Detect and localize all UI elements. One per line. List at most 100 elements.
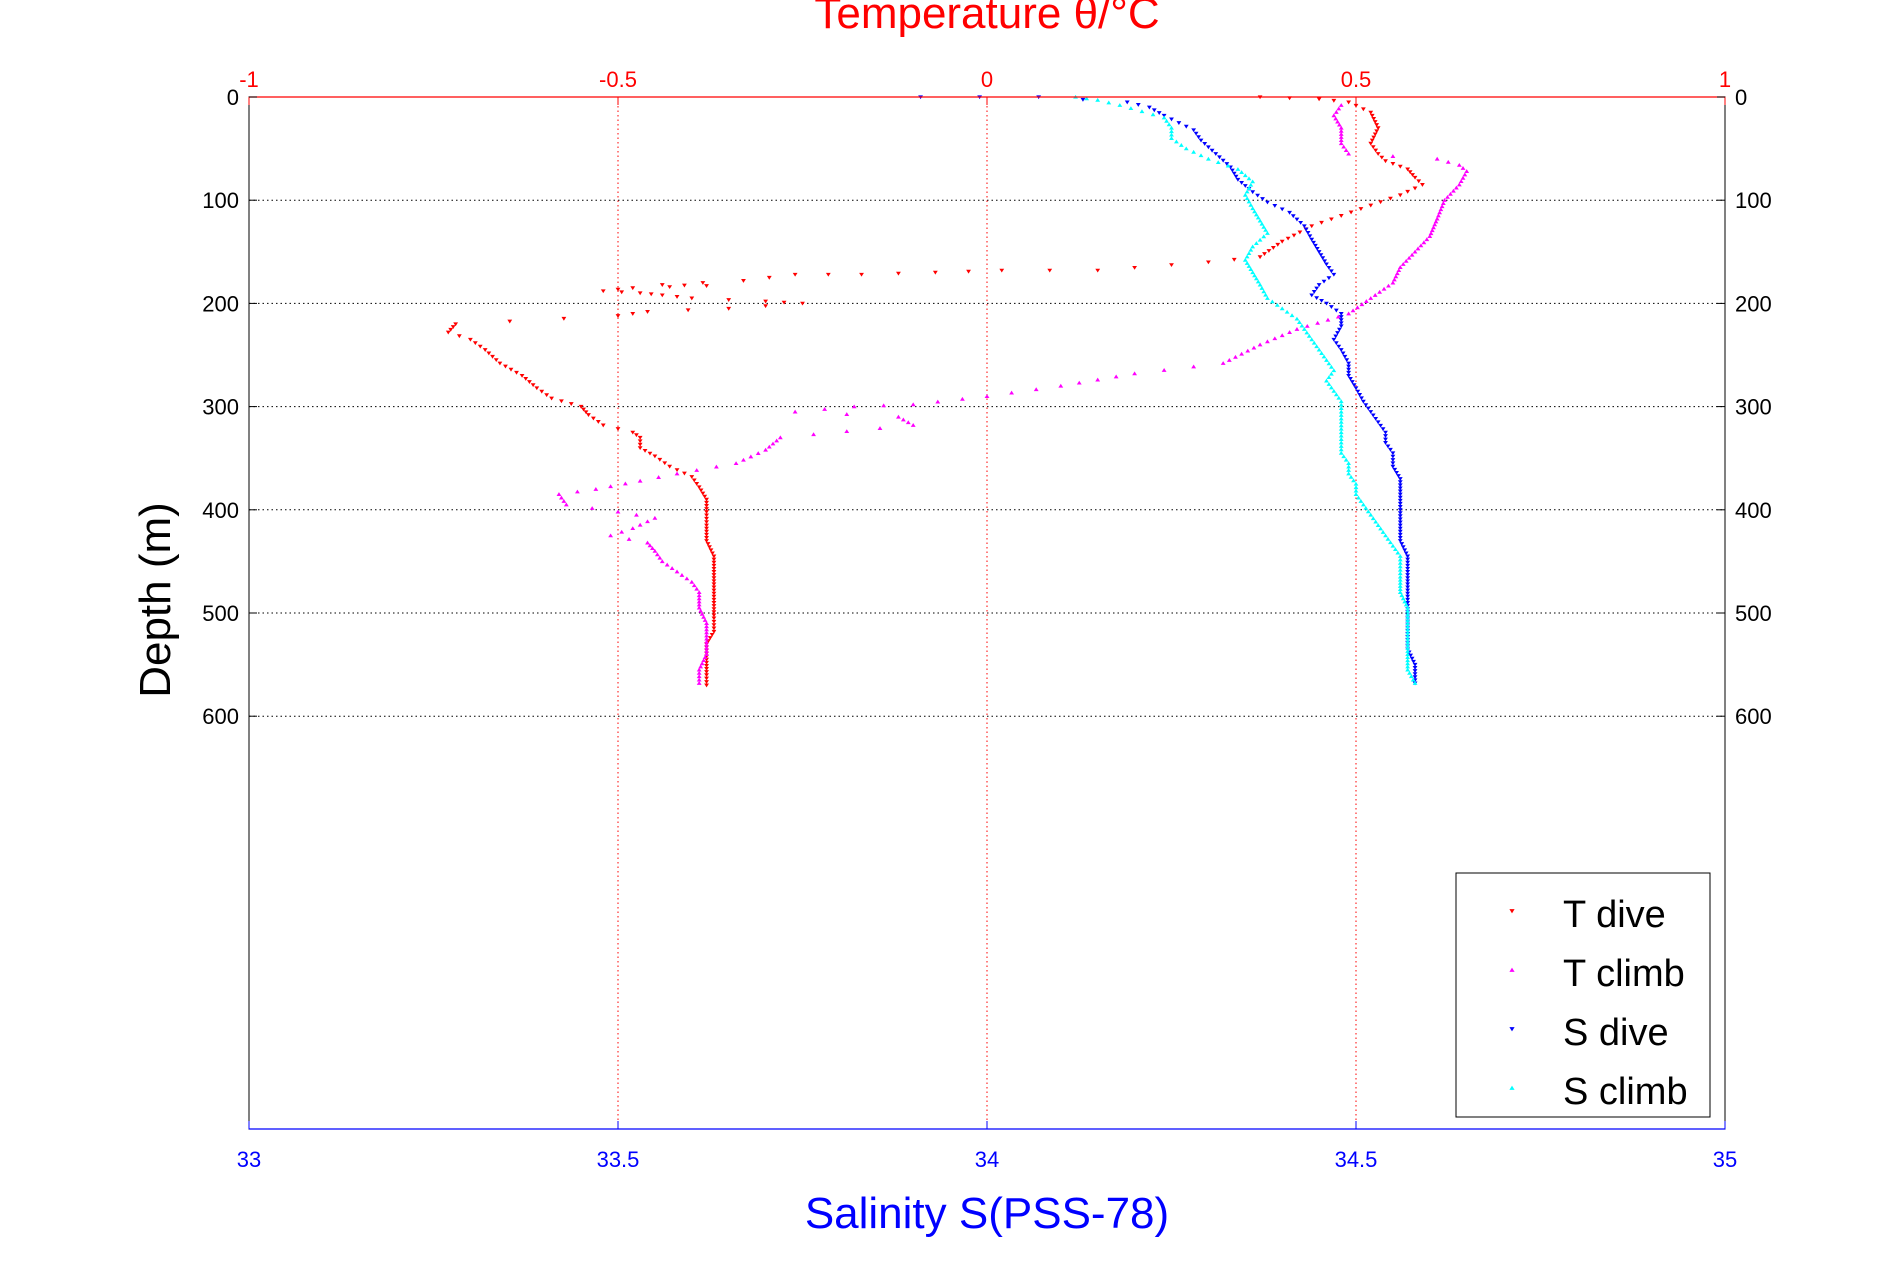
- data-point: [1311, 340, 1317, 345]
- data-point: [1338, 430, 1344, 435]
- data-point: [1299, 323, 1305, 328]
- legend-marker: [1509, 1027, 1515, 1032]
- data-point: [1311, 240, 1316, 245]
- data-point: [1397, 514, 1403, 519]
- data-point: [1272, 336, 1278, 341]
- data-point: [711, 601, 717, 605]
- data-point: [1322, 259, 1328, 264]
- legend-label: S climb: [1563, 1071, 1688, 1113]
- data-point: [595, 420, 601, 424]
- legend-marker: [1509, 967, 1515, 972]
- data-point: [662, 461, 668, 466]
- data-point: [701, 658, 707, 663]
- right-tick-label: 400: [1735, 498, 1772, 523]
- data-point: [1380, 530, 1386, 534]
- data-point: [1397, 483, 1403, 488]
- data-point: [1400, 596, 1406, 601]
- data-point: [1370, 516, 1376, 521]
- data-point: [1287, 210, 1292, 215]
- data-point: [568, 402, 574, 407]
- data-point: [1383, 441, 1388, 445]
- data-point: [1421, 240, 1427, 245]
- data-point: [1424, 237, 1430, 242]
- data-point: [453, 322, 459, 327]
- data-point: [1338, 312, 1344, 316]
- data-point: [519, 373, 525, 378]
- data-point: [1298, 220, 1304, 225]
- data-point: [1355, 305, 1360, 310]
- data-point: [1342, 354, 1348, 359]
- data-point: [704, 500, 709, 505]
- data-point: [654, 552, 660, 557]
- data-point: [1360, 399, 1366, 404]
- data-point: [711, 566, 717, 571]
- data-point: [1239, 170, 1245, 175]
- left-tick-label: 100: [202, 188, 239, 213]
- data-point: [1388, 447, 1393, 452]
- data-point: [1161, 367, 1167, 372]
- data-point: [1397, 486, 1403, 491]
- data-point: [1427, 234, 1433, 238]
- data-point: [1405, 627, 1411, 632]
- legend-label: T climb: [1563, 953, 1685, 995]
- data-point: [1257, 237, 1263, 242]
- data-point: [1206, 145, 1211, 150]
- data-point: [704, 497, 709, 502]
- data-point: [1250, 206, 1256, 211]
- data-point: [1397, 560, 1403, 565]
- data-point: [1338, 141, 1344, 146]
- data-point: [456, 334, 462, 339]
- legend-items: T dive T climb S dive S climb: [1509, 894, 1688, 1113]
- data-point: [1405, 655, 1411, 660]
- data-point: [1371, 116, 1377, 121]
- left-tick-label: 300: [202, 395, 239, 420]
- data-point: [1353, 103, 1359, 108]
- data-point: [704, 642, 709, 647]
- data-point: [667, 464, 673, 469]
- data-point: [1405, 636, 1411, 641]
- data-point: [1331, 388, 1337, 393]
- data-point: [1343, 148, 1349, 152]
- data-point: [1289, 313, 1295, 318]
- data-point: [1405, 611, 1411, 616]
- data-point: [1385, 536, 1391, 541]
- data-point: [704, 507, 709, 511]
- data-point: [1304, 323, 1310, 328]
- data-point: [1405, 639, 1411, 644]
- bottom-tick-label: 33.5: [597, 1147, 640, 1172]
- data-point: [704, 663, 709, 668]
- data-point: [1405, 649, 1411, 653]
- data-point: [689, 579, 695, 584]
- data-point: [1245, 348, 1251, 353]
- data-point: [844, 412, 850, 417]
- data-point: [1411, 659, 1416, 664]
- data-point: [1329, 217, 1334, 222]
- data-point: [1338, 315, 1344, 319]
- data-point: [652, 515, 658, 520]
- data-point: [1246, 199, 1252, 204]
- data-point: [1095, 377, 1101, 382]
- data-point: [1405, 189, 1411, 194]
- data-point: [696, 681, 702, 685]
- data-point: [792, 409, 798, 414]
- data-point: [1316, 97, 1322, 102]
- data-point: [704, 636, 709, 641]
- data-point: [935, 399, 941, 404]
- data-point: [1338, 447, 1344, 452]
- data-point: [900, 417, 906, 422]
- data-point: [1353, 492, 1359, 496]
- data-point: [1397, 501, 1403, 506]
- data-point: [1309, 293, 1315, 298]
- data-point: [615, 287, 621, 292]
- data-point: [763, 447, 768, 452]
- data-point: [694, 586, 700, 591]
- data-point: [1338, 426, 1344, 431]
- data-point: [1146, 105, 1152, 110]
- data-point: [1309, 337, 1315, 342]
- data-point: [704, 520, 709, 525]
- data-point: [701, 614, 707, 619]
- data-point: [711, 579, 717, 584]
- data-point: [691, 583, 697, 588]
- data-point: [1242, 257, 1248, 262]
- data-point: [1388, 196, 1393, 201]
